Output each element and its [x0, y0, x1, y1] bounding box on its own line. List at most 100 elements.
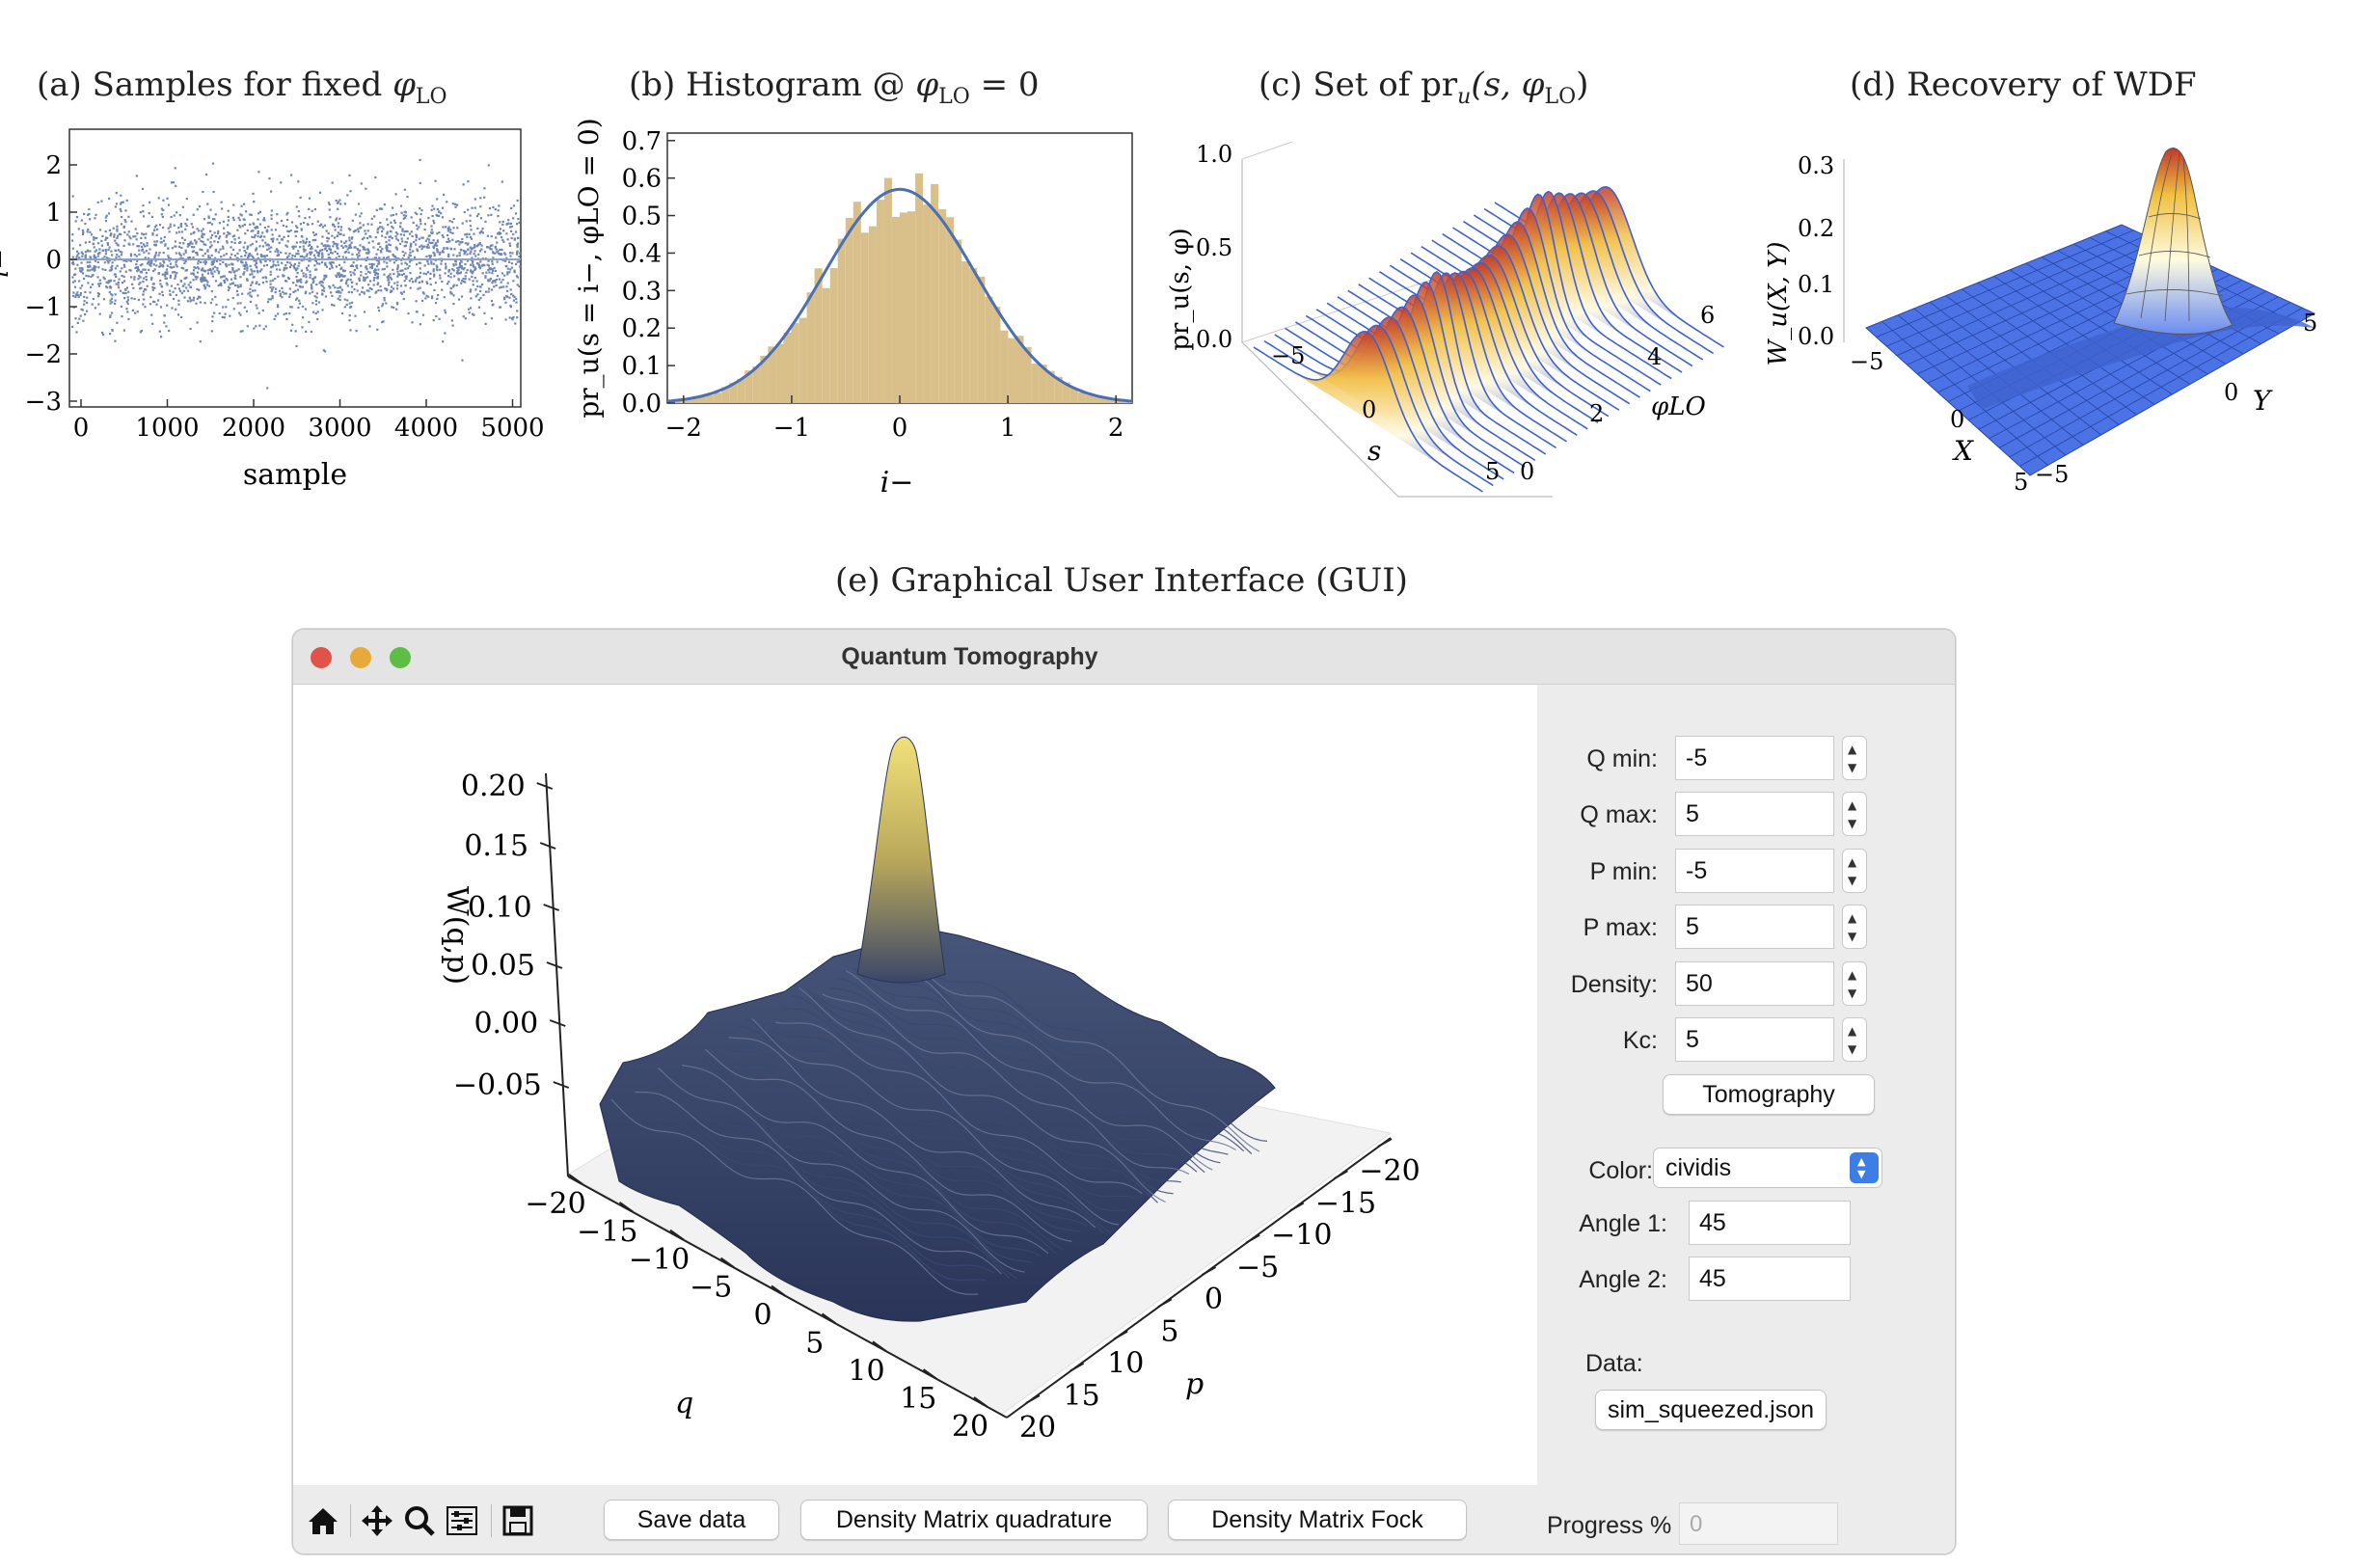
sample-point: [189, 327, 192, 331]
zoom-icon[interactable]: [401, 1502, 438, 1539]
density-input[interactable]: 50: [1675, 961, 1834, 1006]
sample-point: [419, 271, 422, 275]
sample-point: [313, 257, 317, 259]
sample-point: [439, 277, 442, 280]
panel-d-xtick: −5: [1850, 348, 1883, 375]
sample-point: [239, 276, 242, 279]
sample-point: [375, 265, 379, 268]
sample-point: [506, 238, 509, 241]
sample-point: [75, 331, 78, 334]
sample-point: [361, 286, 365, 289]
sample-point: [315, 283, 318, 286]
sample-point: [389, 250, 392, 253]
save-data-button[interactable]: Save data: [604, 1500, 779, 1540]
sample-point: [166, 264, 169, 267]
sample-point: [502, 240, 505, 243]
sample-point: [203, 252, 206, 256]
sample-point: [123, 265, 126, 268]
sample-point: [407, 312, 410, 315]
sample-point: [119, 250, 122, 254]
sample-point: [430, 262, 433, 265]
sample-point: [115, 203, 119, 205]
q-min-input[interactable]: -5: [1675, 736, 1834, 780]
color-select[interactable]: cividis ▲ ▼: [1653, 1148, 1882, 1188]
panel-b-yticks: 0.70.60.50.40.30.20.10.0: [622, 127, 675, 419]
sample-point: [462, 280, 465, 284]
sample-point: [518, 252, 522, 255]
panel-a-ytick: 2: [45, 151, 62, 180]
sample-point: [230, 240, 233, 244]
sample-point: [308, 207, 311, 210]
sample-point: [363, 311, 366, 313]
sample-point: [462, 278, 465, 281]
configure-icon[interactable]: [444, 1502, 480, 1539]
zoom-window-icon[interactable]: [390, 647, 411, 668]
sample-point: [487, 214, 490, 217]
p-min-stepper[interactable]: ▲ ▼: [1842, 849, 1867, 893]
data-file-button[interactable]: sim_squeezed.json: [1595, 1390, 1827, 1430]
minimize-window-icon[interactable]: [350, 647, 371, 668]
sample-point: [145, 272, 148, 275]
kc-input[interactable]: 5: [1675, 1017, 1834, 1062]
p-max-input[interactable]: 5: [1675, 905, 1834, 949]
sample-point: [481, 228, 484, 230]
sample-point: [114, 302, 117, 305]
close-window-icon[interactable]: [311, 647, 332, 668]
save-icon[interactable]: [500, 1502, 536, 1539]
q-max-stepper[interactable]: ▲ ▼: [1842, 792, 1867, 836]
sample-point: [377, 282, 380, 284]
sample-point: [167, 227, 170, 230]
sample-point: [290, 257, 293, 259]
sample-point: [175, 308, 177, 311]
q-min-stepper[interactable]: ▲ ▼: [1842, 736, 1867, 780]
sample-point: [260, 255, 263, 258]
sample-point: [228, 232, 230, 235]
sample-point: [474, 288, 477, 291]
sample-point: [439, 251, 442, 254]
sample-point: [502, 285, 505, 288]
sample-point: [105, 257, 108, 259]
sample-point: [101, 331, 104, 335]
histogram-bar: [683, 398, 691, 403]
sample-point: [93, 269, 95, 272]
angle1-input[interactable]: 45: [1689, 1201, 1851, 1245]
sample-point: [386, 232, 389, 235]
q-max-input[interactable]: 5: [1675, 792, 1834, 836]
sample-point: [445, 226, 447, 229]
sample-point: [421, 246, 424, 249]
sample-point: [122, 201, 124, 203]
sample-point: [252, 257, 255, 259]
density-matrix-quadrature-button[interactable]: Density Matrix quadrature: [800, 1500, 1148, 1540]
sample-point: [237, 216, 240, 219]
sample-point: [80, 261, 83, 264]
sample-point: [350, 241, 353, 244]
angle2-input[interactable]: 45: [1689, 1257, 1851, 1301]
sample-point: [331, 266, 334, 269]
sample-point: [93, 236, 95, 239]
pan-icon[interactable]: [359, 1502, 395, 1539]
sample-point: [371, 240, 374, 243]
density-stepper[interactable]: ▲ ▼: [1842, 961, 1867, 1006]
sample-point: [143, 243, 146, 246]
sample-point: [86, 230, 89, 233]
sample-point: [200, 277, 203, 280]
sample-point: [509, 304, 512, 308]
sample-point: [362, 279, 365, 282]
home-icon[interactable]: [305, 1502, 341, 1539]
sample-point: [345, 283, 348, 285]
sample-point: [296, 288, 300, 291]
p-max-stepper[interactable]: ▲ ▼: [1842, 905, 1867, 949]
wigner-plot-canvas[interactable]: 0.20 0.15 0.10 0.05 0.00 −0.05 W(q,p) −20 −15−…: [293, 685, 1537, 1485]
sample-point: [323, 274, 326, 277]
sample-point: [291, 323, 294, 326]
sample-point: [500, 253, 502, 256]
sample-point: [257, 212, 260, 215]
sample-point: [195, 302, 198, 305]
kc-stepper[interactable]: ▲ ▼: [1842, 1017, 1867, 1062]
sample-point: [482, 293, 485, 296]
sample-point: [321, 284, 324, 287]
tomography-button[interactable]: Tomography: [1663, 1074, 1875, 1115]
sample-point: [479, 285, 482, 288]
p-min-input[interactable]: -5: [1675, 849, 1834, 893]
density-matrix-fock-button[interactable]: Density Matrix Fock: [1168, 1500, 1467, 1540]
